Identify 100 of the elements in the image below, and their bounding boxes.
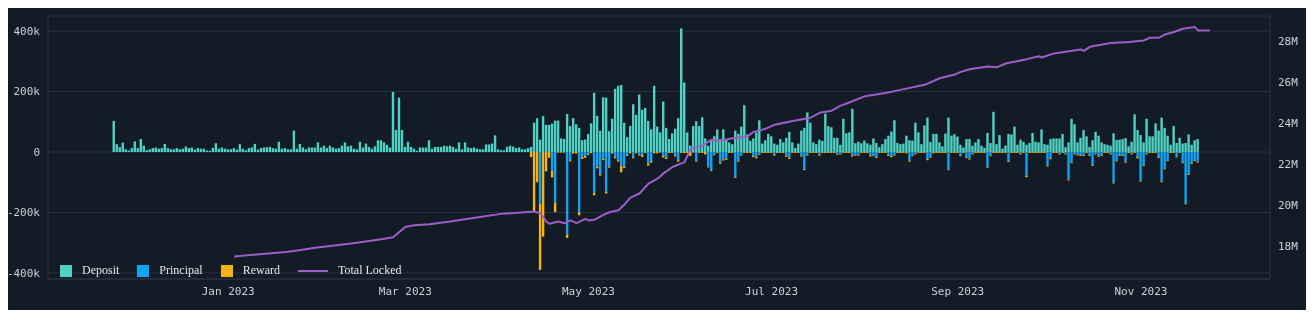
bar: [842, 118, 845, 153]
bar: [953, 134, 956, 153]
bar: [998, 135, 1001, 153]
bar: [1145, 118, 1148, 153]
bar: [1091, 152, 1094, 166]
bar: [788, 131, 791, 153]
bar: [1007, 152, 1010, 162]
bar: [878, 147, 881, 153]
y2-tick-label: 22M: [1278, 157, 1299, 171]
legend-label: Total Locked: [338, 263, 402, 278]
bar: [1058, 138, 1061, 153]
bar: [935, 133, 938, 153]
x-tick-label: Mar 2023: [378, 284, 432, 298]
bar: [803, 152, 806, 169]
y-tick-label: -200k: [6, 206, 41, 220]
bar: [866, 143, 869, 153]
bar: [1118, 139, 1121, 153]
bar: [1193, 140, 1196, 153]
bar: [857, 141, 860, 153]
bar: [1106, 144, 1109, 153]
bar: [914, 122, 917, 153]
bar: [1070, 118, 1073, 153]
bar: [968, 152, 971, 159]
bar: [1112, 152, 1115, 183]
bar: [818, 139, 821, 153]
bar: [806, 112, 809, 153]
bar: [1187, 134, 1190, 153]
bar: [1061, 133, 1064, 153]
bar: [908, 140, 911, 153]
bar: [1013, 126, 1016, 153]
bar: [899, 144, 902, 153]
bar: [1121, 139, 1124, 153]
bar: [1022, 141, 1025, 153]
bar: [1046, 152, 1049, 166]
bar: [956, 136, 959, 153]
bar: [1172, 126, 1175, 153]
y2-tick-label: 26M: [1278, 75, 1299, 89]
bar: [947, 152, 950, 170]
bar: [860, 143, 863, 153]
bar: [1040, 129, 1043, 153]
x-tick-label: Jan 2023: [201, 284, 255, 298]
bar: [1184, 152, 1187, 204]
bar: [992, 111, 995, 153]
y-tick-label: 200k: [13, 85, 41, 99]
bar: [1133, 114, 1136, 153]
y2-tick-label: 24M: [1278, 116, 1299, 130]
y2-tick-label: 20M: [1278, 198, 1299, 212]
bar: [926, 117, 929, 153]
bar: [1196, 139, 1199, 153]
y2-tick-label: 18M: [1278, 240, 1299, 254]
bar: [1178, 137, 1181, 153]
y-tick-label: 400k: [13, 25, 41, 39]
bar: [965, 152, 968, 158]
bar: [1196, 152, 1199, 162]
bar: [884, 139, 887, 153]
x-tick-label: Nov 2023: [1114, 284, 1168, 298]
bar: [974, 142, 977, 153]
bar: [875, 142, 878, 153]
legend-label: Principal: [159, 263, 203, 278]
bar: [1049, 139, 1052, 153]
bar: [782, 142, 785, 153]
bar: [1103, 144, 1106, 153]
bar: [947, 117, 950, 153]
bar: [908, 152, 911, 161]
bar: [893, 120, 896, 153]
bar: [977, 139, 980, 153]
bar: [1193, 152, 1196, 161]
bar: [1025, 144, 1028, 153]
bar: [872, 138, 875, 153]
line-series: [233, 26, 1211, 258]
bar: [1139, 152, 1142, 181]
x-tick-label: Jul 2023: [745, 284, 799, 298]
bar: [1160, 117, 1163, 153]
bar: [1154, 123, 1157, 153]
bar: [824, 113, 827, 153]
bar: [851, 108, 854, 153]
bar: [1031, 132, 1034, 153]
bar: [800, 130, 803, 153]
x-tick-label: May 2023: [561, 284, 615, 298]
bar: [836, 137, 839, 153]
bar: [932, 133, 935, 153]
bar: [1025, 152, 1028, 176]
bar: [1124, 138, 1127, 153]
bar: [1052, 138, 1055, 153]
legend-label: Deposit: [82, 263, 120, 278]
bar: [926, 152, 929, 159]
bar: [830, 127, 833, 153]
bar: [887, 135, 890, 153]
bar: [1007, 133, 1010, 153]
y-tick-label: 0: [33, 145, 40, 159]
bar: [968, 139, 971, 153]
bar: [1097, 135, 1100, 153]
bar: [905, 135, 908, 153]
bar: [1082, 129, 1085, 153]
bar: [1175, 152, 1178, 157]
bar: [863, 140, 866, 153]
bar: [1124, 152, 1127, 162]
y2-tick-label: 28M: [1278, 34, 1299, 48]
bar: [986, 132, 989, 153]
legend-label: Reward: [242, 263, 280, 278]
